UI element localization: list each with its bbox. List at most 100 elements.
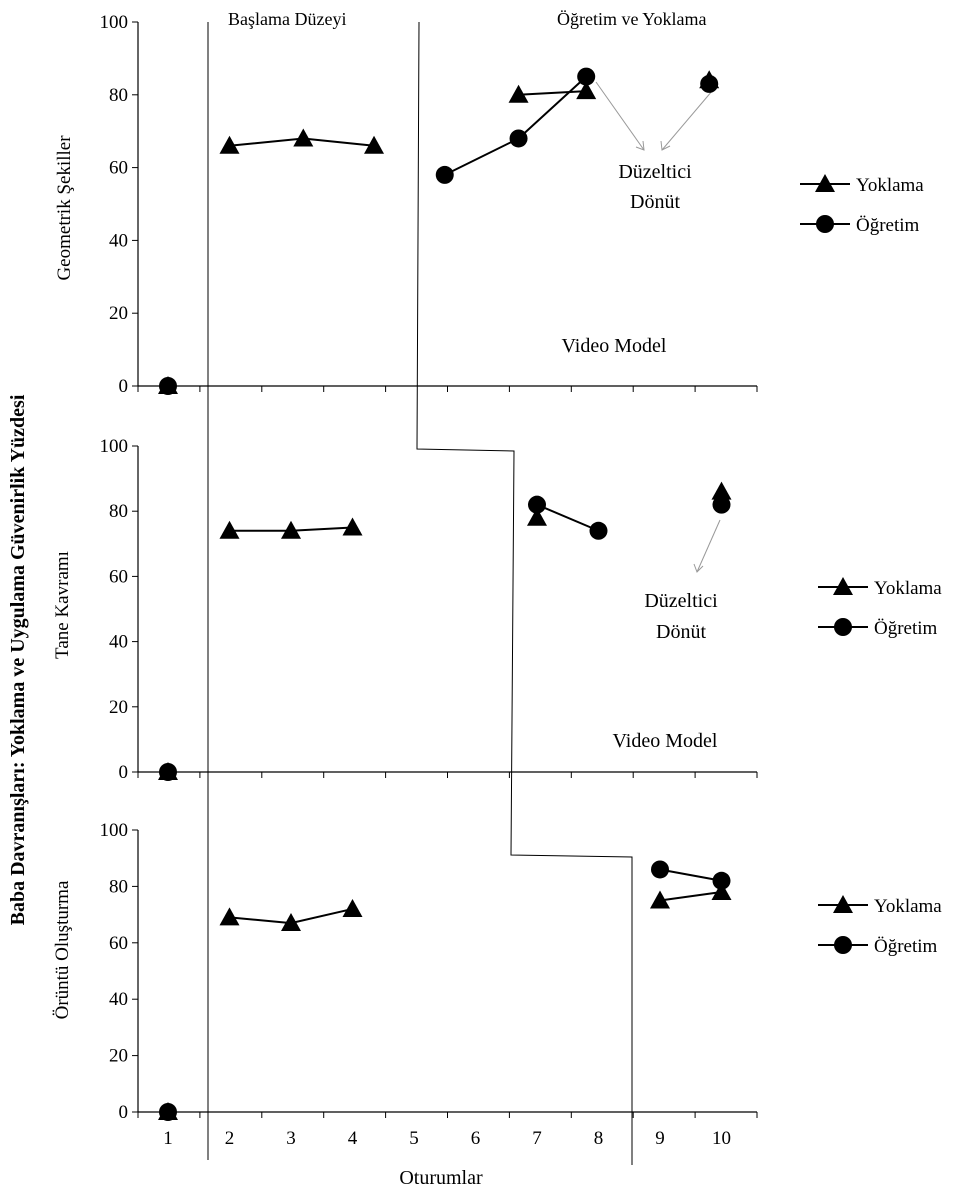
panel-2-legend-yoklama-label: Yoklama	[874, 578, 942, 599]
panel-2-legend-yoklama-marker	[833, 577, 853, 595]
x-tick-label-2: 2	[225, 1128, 235, 1149]
panel-1-yoklama-point-3-2	[576, 81, 597, 100]
panel-1-arrow-b	[661, 83, 719, 151]
panel-1-yoklama-point-3-1	[508, 84, 529, 103]
panel-3-y-tick-label-0: 0	[119, 1102, 129, 1123]
x-tick-label-5: 5	[409, 1128, 419, 1149]
x-tick-label-1: 1	[163, 1128, 173, 1149]
panel-2-video-model-label: Video Model	[613, 730, 718, 752]
panel-2-ogretim-point-2-1	[528, 495, 546, 514]
panel-1-yoklama-point-2-3	[364, 135, 385, 154]
panel-2-yoklama-point-2-1	[219, 520, 240, 539]
panel-3-legend: Yoklama Öğretim	[818, 895, 942, 957]
staggered-phase-line	[416, 21, 633, 1165]
panel-1-legend: Yoklama Öğretim	[800, 174, 924, 236]
panel-3-yoklama-point-3-1	[650, 890, 670, 909]
x-tick-label-7: 7	[532, 1128, 542, 1149]
panel-1-yoklama-point-2-1	[219, 135, 240, 154]
panel-1-annotation-line-1: Düzeltici	[618, 161, 692, 183]
x-tick-label-8: 8	[594, 1128, 604, 1149]
panel-2-ogretim-point-1-1	[159, 763, 177, 781]
panel-3-ogretim-line-2	[659, 868, 722, 882]
panel-2-legend-ogretim-label: Öğretim	[874, 618, 938, 639]
panel-2-y-tick-label-100: 100	[100, 436, 129, 457]
panel-1-legend-yoklama-marker	[815, 174, 835, 192]
panel-3-ogretim-point-1-1	[159, 1103, 177, 1121]
panel-2-yoklama-point-2-2	[281, 520, 301, 539]
panel-1-ogretim-point-3-1	[700, 74, 719, 93]
x-tick-label-3: 3	[286, 1128, 296, 1149]
panel-2-legend-ogretim-marker	[834, 618, 852, 636]
panel-2-arrow	[696, 519, 721, 573]
panel-2-y-tick-label-20: 20	[109, 697, 128, 718]
panel-1-y-tick-label-40: 40	[109, 230, 128, 251]
panel-1: 0 20 40 60 80 100 Yoklama Öğretim	[100, 12, 925, 397]
phase-label-treatment: Öğretim ve Yoklama	[557, 9, 706, 29]
figure-y-title: Baba Davranışları: Yoklama ve Uygulama G…	[7, 394, 29, 925]
panel-3-legend-yoklama-marker	[833, 895, 853, 913]
panel-1-legend-ogretim-marker	[816, 215, 834, 233]
panel-3-yoklama-point-3-2	[711, 882, 732, 901]
panel-1-legend-ogretim-label: Öğretim	[856, 215, 920, 236]
panel-1-ogretim-point-2-1	[435, 165, 454, 184]
panel-1-video-model-label: Video Model	[562, 335, 667, 357]
panel-3-yoklama-line-3	[659, 891, 722, 902]
panel-2-ogretim-line-2	[536, 503, 599, 532]
panel-3-ogretim-point-2-2	[712, 871, 731, 890]
panel-1-annotation-line-2: Dönüt	[630, 191, 680, 213]
panel-1-y-tick-label-80: 80	[109, 85, 128, 106]
panel-3-y-tick-label-100: 100	[100, 820, 129, 841]
panel-3-y-tick-label-60: 60	[109, 933, 128, 954]
panel-2-annotation-line-1: Düzeltici	[644, 590, 718, 612]
panel-3-legend-ogretim-label: Öğretim	[874, 936, 938, 957]
panel-1-arrowhead-b	[660, 140, 671, 151]
panel-2: 0 20 40 60 80 100 Yoklama Öğretim	[100, 436, 943, 783]
panel-3-ylabel: Örüntü Oluşturma	[52, 880, 73, 1019]
annotation-arrows	[595, 81, 721, 573]
panel-3-legend-yoklama-label: Yoklama	[874, 896, 942, 917]
panel-2-y-tick-label-80: 80	[109, 501, 128, 522]
panel-2-ylabel: Tane Kavramı	[52, 551, 73, 659]
phase-change-lines	[207, 21, 633, 1165]
panel-1-y-tick-label-60: 60	[109, 158, 128, 179]
panel-1-y-tick-label-0: 0	[119, 376, 129, 397]
panel-1-yoklama-line-3	[518, 90, 587, 96]
panel-2-legend: Yoklama Öğretim	[818, 577, 942, 639]
panel-2-ogretim-point-2-2	[589, 521, 608, 540]
panel-3-yoklama-point-2-2	[281, 913, 301, 932]
panel-2-y-tick-label-0: 0	[119, 762, 129, 783]
x-tick-label-6: 6	[471, 1128, 481, 1149]
panel-1-y-tick-label-100: 100	[100, 12, 129, 33]
panel-2-arrowhead	[693, 563, 704, 573]
panel-2-ogretim-point-3-1	[712, 495, 731, 514]
panel-1-ogretim-point-1-1	[159, 377, 177, 395]
x-tick-label-9: 9	[655, 1128, 665, 1149]
panel-3-y-tick-label-40: 40	[109, 989, 128, 1010]
panel-1-legend-yoklama-label: Yoklama	[856, 175, 924, 196]
panel-1-arrowhead-a	[635, 140, 645, 151]
panel-1-ogretim-point-2-2	[509, 129, 528, 148]
panel-1-ylabel: Geometrik Şekiller	[54, 135, 75, 281]
panel-3: 0 20 40 60 80 100 1 2 3 4 5 6 7 8 9 10 Yoklama Öğretim	[100, 820, 943, 1149]
panel-1-y-tick-label-20: 20	[109, 303, 128, 324]
panel-1-yoklama-point-2-2	[293, 128, 314, 147]
phase-label-baseline: Başlama Düzeyi	[228, 9, 346, 29]
panel-2-annotation-line-2: Dönüt	[656, 621, 706, 643]
panel-2-yoklama-point-4-1	[711, 481, 732, 500]
panel-2-yoklama-point-2-3	[342, 517, 363, 536]
x-tick-label-10: 10	[712, 1128, 731, 1149]
x-tick-label-4: 4	[348, 1128, 358, 1149]
panel-1-arrow-a	[595, 81, 645, 151]
panel-3-ogretim-point-2-1	[651, 860, 669, 879]
panel-3-yoklama-point-2-3	[342, 898, 363, 917]
panel-3-y-tick-label-80: 80	[109, 876, 128, 897]
figure-x-title: Oturumlar	[399, 1167, 483, 1189]
panel-3-y-tick-label-20: 20	[109, 1046, 128, 1067]
panel-3-legend-ogretim-marker	[834, 936, 852, 954]
panel-2-yoklama-point-3-1	[527, 507, 547, 526]
panel-1-ogretim-point-2-3	[577, 67, 596, 86]
panel-2-y-tick-label-60: 60	[109, 566, 128, 587]
panel-2-y-tick-label-40: 40	[109, 632, 128, 653]
panel-3-yoklama-point-2-1	[219, 907, 240, 926]
